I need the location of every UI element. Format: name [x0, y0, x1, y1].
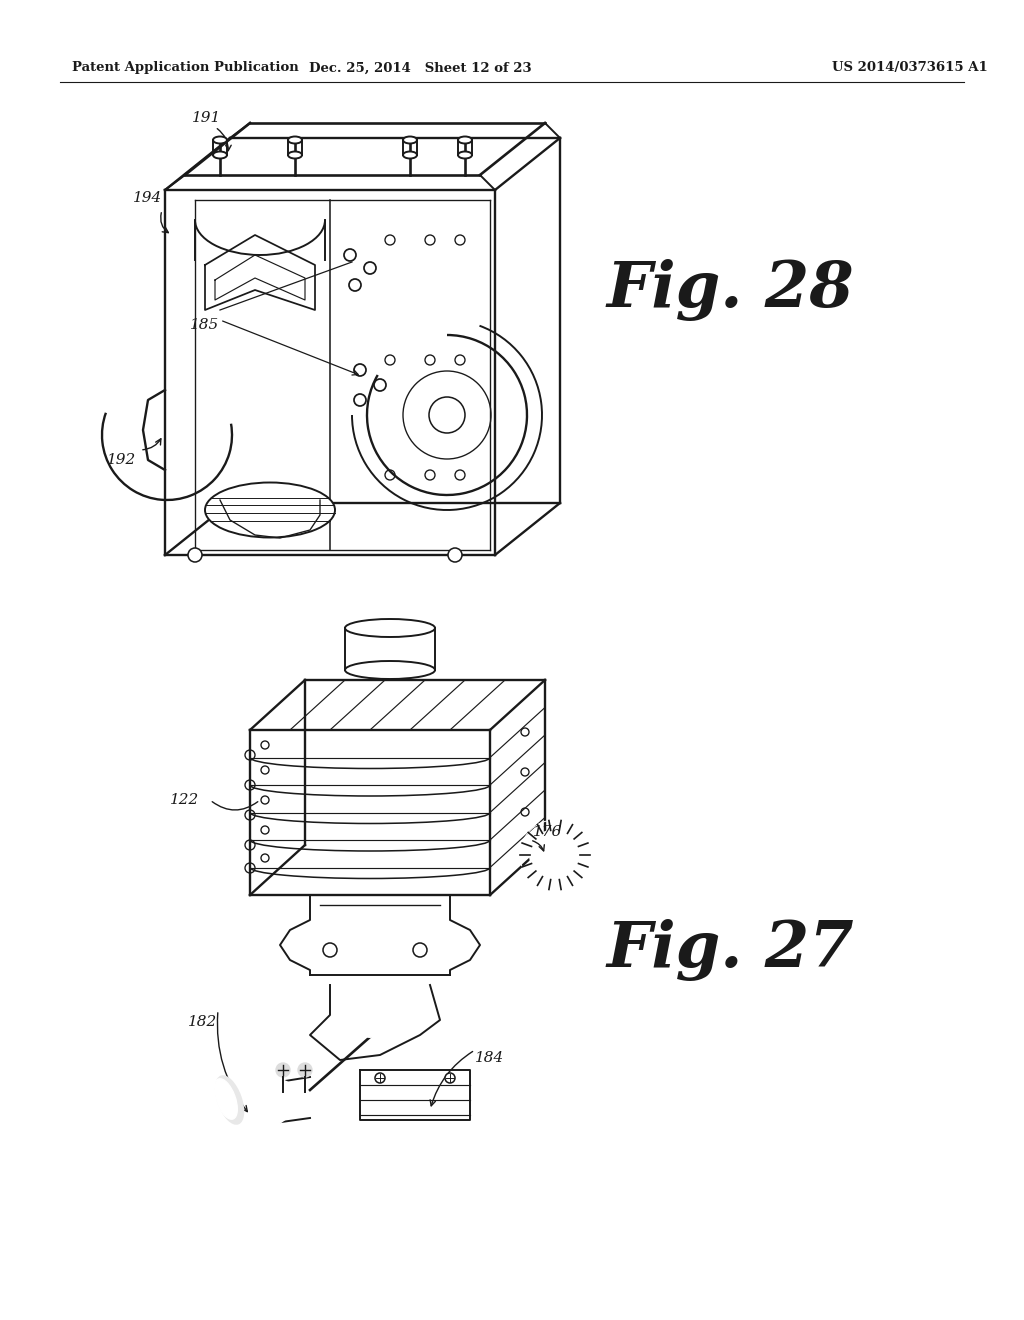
Circle shape — [323, 942, 337, 957]
Circle shape — [445, 1073, 455, 1082]
Text: 194: 194 — [133, 191, 163, 205]
Text: 184: 184 — [475, 1051, 505, 1065]
Ellipse shape — [345, 661, 435, 678]
Ellipse shape — [205, 483, 335, 537]
Circle shape — [276, 1063, 290, 1077]
Text: Dec. 25, 2014   Sheet 12 of 23: Dec. 25, 2014 Sheet 12 of 23 — [308, 62, 531, 74]
Text: 192: 192 — [108, 453, 136, 467]
Text: Fig. 27: Fig. 27 — [606, 919, 854, 981]
Circle shape — [188, 548, 202, 562]
Ellipse shape — [403, 136, 417, 144]
Text: 122: 122 — [170, 793, 200, 807]
Circle shape — [413, 942, 427, 957]
Ellipse shape — [213, 136, 227, 144]
Circle shape — [375, 1073, 385, 1082]
Circle shape — [358, 1012, 382, 1038]
Ellipse shape — [223, 1078, 297, 1131]
Text: Fig. 28: Fig. 28 — [606, 259, 854, 321]
Circle shape — [298, 1063, 312, 1077]
Circle shape — [364, 1019, 376, 1031]
Text: 191: 191 — [193, 111, 221, 125]
Ellipse shape — [458, 152, 472, 158]
Text: 182: 182 — [188, 1015, 218, 1030]
Text: 185: 185 — [190, 318, 219, 333]
Ellipse shape — [216, 1076, 244, 1123]
Ellipse shape — [288, 152, 302, 158]
Circle shape — [449, 548, 462, 562]
Circle shape — [429, 397, 465, 433]
Ellipse shape — [288, 136, 302, 144]
Ellipse shape — [345, 619, 435, 638]
Ellipse shape — [458, 136, 472, 144]
Ellipse shape — [214, 1078, 238, 1119]
Ellipse shape — [213, 152, 227, 158]
Circle shape — [530, 830, 580, 880]
Text: 176: 176 — [534, 825, 562, 840]
Ellipse shape — [403, 152, 417, 158]
Text: US 2014/0373615 A1: US 2014/0373615 A1 — [833, 62, 988, 74]
Text: Patent Application Publication: Patent Application Publication — [72, 62, 299, 74]
